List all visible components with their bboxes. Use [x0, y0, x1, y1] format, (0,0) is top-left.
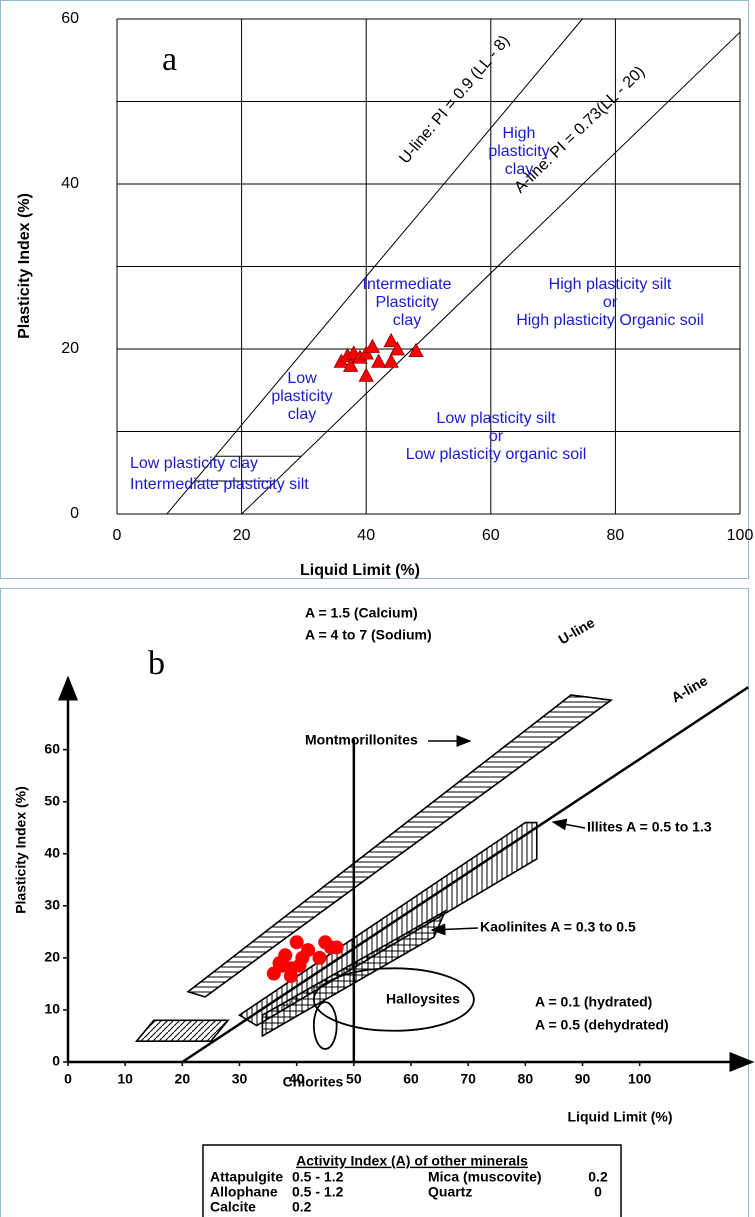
y-tick-label: 50	[44, 792, 60, 808]
mineral-zone	[186, 694, 614, 998]
table-cell: 0.2	[588, 1169, 608, 1185]
region-label: Low	[287, 370, 317, 387]
x-tick-label: 20	[233, 527, 251, 544]
annotation: Montmorillonites	[305, 732, 418, 748]
y-tick-label: 60	[61, 10, 79, 27]
region-label: High	[503, 125, 536, 142]
pointer-arrow	[551, 818, 586, 831]
table-title: Activity Index (A) of other minerals	[296, 1153, 528, 1169]
x-axis-label: Liquid Limit (%)	[568, 1109, 673, 1125]
y-axis-label: Plasticity Index (%)	[13, 786, 29, 914]
y-axis-label: Plasticity Index (%)	[16, 193, 33, 339]
data-point	[292, 958, 307, 973]
y-tick-label: 0	[52, 1053, 60, 1069]
y-tick-label: 0	[70, 505, 79, 522]
a-line	[181, 686, 749, 1064]
y-tick-label: 60	[44, 740, 60, 756]
pointer-arrow	[430, 923, 479, 936]
y-tick-label: 20	[44, 949, 60, 965]
data-point	[289, 935, 304, 950]
y-tick-label: 40	[61, 175, 79, 192]
data-point	[312, 950, 327, 965]
mineral-ellipse	[312, 967, 475, 1032]
data-point	[342, 357, 359, 372]
table-cell: 0	[594, 1184, 602, 1200]
y-tick-label: 30	[44, 897, 60, 913]
x-tick-label: 30	[232, 1071, 248, 1087]
table-cell: Quartz	[428, 1184, 472, 1200]
data-point	[389, 341, 406, 356]
table-cell: Mica (muscovite)	[428, 1169, 542, 1185]
table-cell: 0.5 - 1.2	[292, 1184, 344, 1200]
panel-label: a	[162, 41, 177, 78]
region-label: clay	[393, 312, 421, 329]
legend-table	[202, 1144, 622, 1217]
annotation: A = 4 to 7 (Sodium)	[305, 627, 432, 643]
region-label: plasticity	[271, 388, 332, 405]
annotation: Illites A = 0.5 to 1.3	[587, 819, 712, 835]
x-tick-label: 100	[628, 1071, 652, 1087]
data-point	[364, 338, 381, 353]
data-point	[370, 353, 387, 368]
panel-frame	[0, 0, 749, 579]
annotation: Halloysites	[386, 991, 460, 1007]
region-label: Low plasticity clay	[130, 455, 258, 472]
data-point	[329, 940, 344, 955]
data-point	[383, 353, 399, 368]
region-label: or	[489, 428, 504, 445]
region-label: Intermediate	[363, 276, 452, 293]
region-label: Plasticity	[375, 294, 438, 311]
region-label: High plasticity silt	[549, 276, 672, 293]
data-point	[301, 943, 316, 958]
table-cell: Calcite	[210, 1199, 256, 1215]
x-tick-label: 90	[575, 1071, 591, 1087]
annotation: A = 0.5 (dehydrated)	[535, 1017, 669, 1033]
x-axis-label: Liquid Limit (%)	[300, 562, 420, 579]
region-label: plasticity	[488, 143, 549, 160]
region-label: Low plasticity organic soil	[406, 446, 587, 463]
region-label: Intermediate plasticity silt	[130, 476, 309, 493]
table-cell: 0.2	[292, 1199, 312, 1215]
data-point	[383, 332, 399, 348]
region-label: Low plasticity silt	[436, 410, 556, 427]
x-tick-label: 60	[482, 527, 500, 544]
annotation: A = 1.5 (Calcium)	[305, 605, 418, 621]
panel-label: b	[148, 645, 165, 682]
annotation: Kaolinites A = 0.3 to 0.5	[480, 919, 636, 935]
mineral-ellipse	[312, 1001, 338, 1050]
x-tick-label: 100	[727, 527, 754, 544]
x-tick-label: 40	[357, 527, 375, 544]
y-tick-label: 10	[44, 1001, 60, 1017]
x-tick-label: 0	[113, 527, 122, 544]
x-tick-label: 20	[175, 1071, 191, 1087]
y-tick-label: 40	[44, 844, 60, 860]
x-tick-label: 0	[64, 1071, 72, 1087]
table-cell: 0.5 - 1.2	[292, 1169, 344, 1185]
data-point	[275, 958, 290, 973]
table-cell: Attapulgite	[210, 1169, 283, 1185]
x-tick-label: 10	[117, 1071, 133, 1087]
y-tick-label: 20	[61, 340, 79, 357]
region-label: clay	[505, 161, 533, 178]
x-tick-label: 60	[403, 1071, 419, 1087]
mineral-zone	[134, 1019, 230, 1042]
x-tick-label: 80	[607, 527, 625, 544]
annotation: A = 0.1 (hydrated)	[535, 994, 652, 1010]
x-tick-label: 80	[518, 1071, 534, 1087]
data-point	[358, 367, 374, 382]
region-label: High plasticity Organic soil	[516, 312, 704, 329]
annotation: Chlorites	[283, 1074, 344, 1090]
reference-line	[166, 18, 583, 515]
data-point	[408, 342, 424, 358]
panel-frame	[0, 588, 749, 1217]
table-cell: Allophane	[210, 1184, 278, 1200]
reference-line	[241, 31, 741, 515]
region-label: or	[603, 294, 618, 311]
x-tick-label: 70	[460, 1071, 476, 1087]
x-tick-label: 40	[289, 1071, 305, 1087]
x-tick-label: 50	[346, 1071, 362, 1087]
region-label: clay	[288, 406, 316, 423]
data-point	[283, 969, 298, 984]
